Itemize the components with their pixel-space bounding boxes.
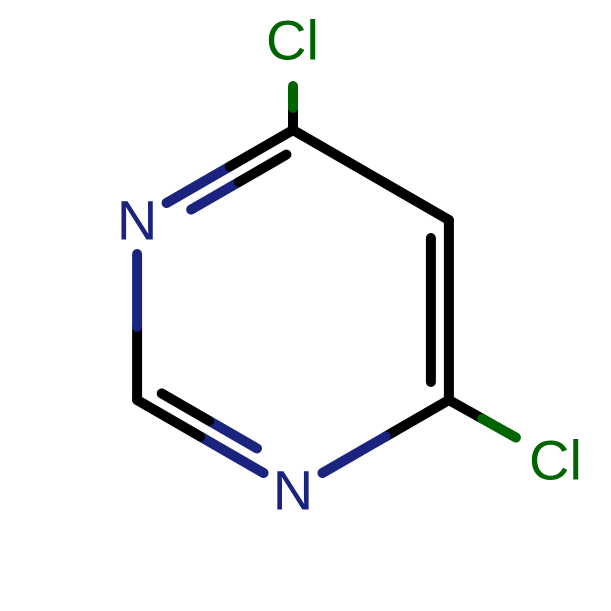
atom-label-n: N bbox=[117, 189, 157, 252]
bonds-group bbox=[137, 86, 516, 473]
atom-label-n: N bbox=[273, 459, 313, 522]
bond-2-half-a bbox=[386, 400, 449, 437]
atom-labels-group: N N Cl Cl bbox=[117, 9, 582, 522]
bond-7-half-a bbox=[449, 400, 482, 419]
bond-0 bbox=[293, 130, 449, 220]
atom-label-cl: Cl bbox=[529, 429, 582, 492]
bond-2-half-b bbox=[322, 437, 385, 474]
molecule-canvas: N N Cl Cl bbox=[0, 0, 611, 611]
bond-7-half-b bbox=[482, 419, 515, 438]
atom-label-cl: Cl bbox=[266, 9, 319, 72]
